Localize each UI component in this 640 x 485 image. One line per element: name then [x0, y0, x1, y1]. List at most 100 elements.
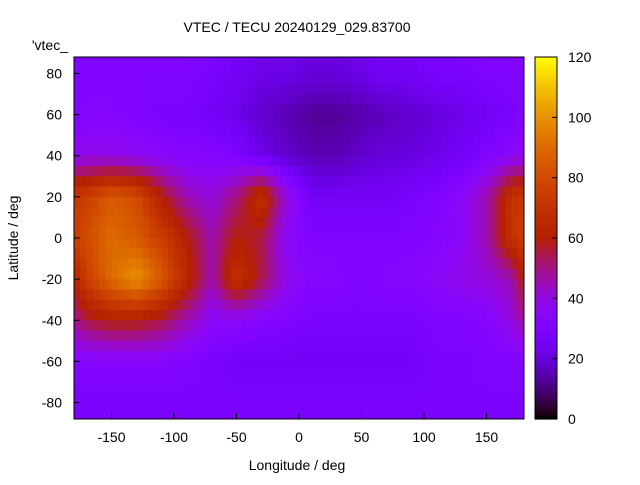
heatmap-cell	[217, 166, 225, 177]
heatmap-cell	[511, 186, 519, 198]
heatmap-cell	[92, 155, 100, 167]
heatmap-cell	[505, 412, 512, 420]
heatmap-cell	[380, 73, 387, 85]
heatmap-cell	[274, 63, 281, 74]
heatmap-cell	[461, 238, 469, 249]
colorbar-segment	[535, 108, 557, 112]
heatmap-cell	[230, 381, 237, 393]
heatmap-cell	[161, 340, 169, 352]
heatmap-cell	[167, 330, 175, 342]
heatmap-cell	[192, 124, 200, 136]
heatmap-cell	[499, 371, 506, 383]
heatmap-cell	[217, 145, 225, 157]
x-tick-label: -150	[97, 429, 125, 445]
heatmap-cell	[186, 124, 194, 136]
heatmap-cell	[449, 412, 456, 420]
heatmap-cell	[367, 309, 375, 321]
heatmap-cell	[292, 196, 300, 208]
heatmap-cell	[249, 166, 256, 177]
heatmap-cell	[142, 63, 150, 74]
heatmap-cell	[405, 176, 412, 188]
heatmap-cell	[349, 392, 356, 404]
heatmap-cell	[205, 63, 212, 74]
heatmap-cell	[474, 94, 481, 105]
heatmap-cell	[130, 361, 137, 373]
heatmap-cell	[180, 166, 187, 177]
heatmap-cell	[99, 73, 106, 85]
heatmap-cell	[430, 289, 437, 301]
heatmap-cell	[205, 217, 212, 229]
heatmap-cell	[74, 186, 81, 198]
heatmap-cell	[224, 57, 231, 64]
heatmap-cell	[261, 94, 269, 105]
heatmap-cell	[436, 381, 444, 393]
heatmap-cell	[92, 402, 100, 414]
heatmap-cell	[499, 114, 506, 126]
heatmap-cell	[442, 268, 450, 280]
heatmap-cell	[480, 217, 487, 229]
heatmap-cell	[436, 392, 444, 404]
heatmap-cell	[186, 381, 194, 393]
heatmap-cell	[92, 145, 100, 157]
heatmap-cell	[324, 83, 331, 95]
heatmap-cell	[261, 155, 269, 167]
heatmap-cell	[461, 330, 469, 342]
heatmap-cell	[417, 217, 425, 229]
heatmap-cell	[299, 268, 306, 280]
heatmap-cell	[461, 63, 469, 74]
heatmap-cell	[292, 104, 300, 116]
heatmap-cell	[92, 217, 100, 229]
heatmap-cell	[361, 412, 369, 420]
heatmap-cell	[324, 57, 331, 64]
heatmap-cell	[99, 412, 106, 420]
heatmap-cell	[305, 155, 312, 167]
heatmap-cell	[224, 371, 231, 383]
heatmap-cell	[517, 248, 525, 260]
heatmap-cell	[342, 309, 350, 321]
heatmap-cell	[86, 176, 94, 188]
heatmap-cell	[336, 340, 344, 352]
heatmap-cell	[86, 186, 94, 198]
heatmap-cell	[199, 73, 206, 85]
heatmap-cell	[261, 351, 269, 362]
heatmap-cell	[186, 217, 194, 229]
heatmap-cell	[105, 57, 112, 64]
heatmap-cell	[230, 196, 237, 208]
heatmap-cell	[430, 361, 437, 373]
heatmap-cell	[361, 186, 369, 198]
heatmap-cell	[236, 258, 244, 270]
heatmap-cell	[74, 351, 81, 362]
heatmap-cell	[167, 63, 175, 74]
heatmap-cell	[517, 412, 525, 420]
heatmap-cell	[461, 258, 469, 270]
heatmap-cell	[292, 392, 300, 404]
heatmap-cell	[136, 217, 144, 229]
heatmap-cell	[249, 299, 256, 311]
colorbar-segment	[535, 412, 557, 417]
heatmap-cell	[330, 145, 337, 157]
y-tick-label: 80	[46, 65, 62, 81]
heatmap-cell	[467, 299, 475, 311]
heatmap-cell	[324, 217, 331, 229]
heatmap-cell	[236, 186, 244, 198]
heatmap-cell	[236, 83, 244, 95]
heatmap-cell	[299, 104, 306, 116]
heatmap-cell	[74, 381, 81, 393]
heatmap-cell	[449, 299, 456, 311]
heatmap-cell	[192, 320, 200, 332]
heatmap-cell	[492, 135, 500, 146]
heatmap-cell	[86, 340, 94, 352]
heatmap-cell	[292, 258, 300, 270]
colorbar-segment	[535, 331, 557, 336]
heatmap-cell	[417, 57, 425, 64]
heatmap-cell	[217, 361, 225, 373]
heatmap-cell	[374, 330, 381, 342]
heatmap-cell	[311, 196, 319, 208]
heatmap-cell	[99, 104, 106, 116]
colorbar-segment	[535, 219, 557, 224]
heatmap-cell	[180, 196, 187, 208]
colorbar-segment	[535, 87, 557, 91]
heatmap-cell	[180, 104, 187, 116]
heatmap-cell	[286, 124, 294, 136]
